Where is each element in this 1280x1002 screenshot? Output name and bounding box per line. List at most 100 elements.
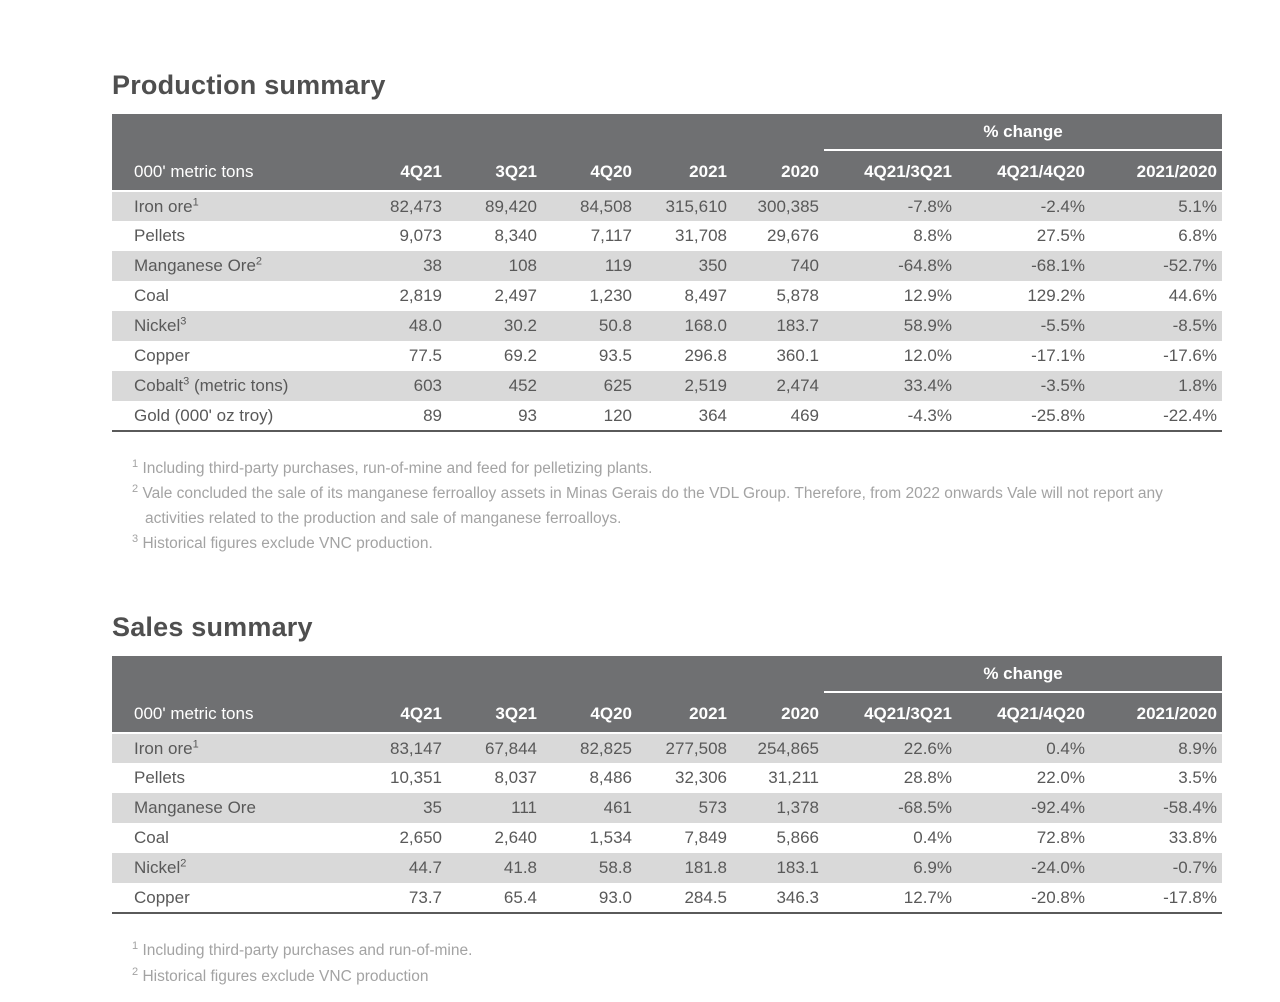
row-label-text: Manganese Ore	[134, 256, 256, 275]
cell: 83,147	[390, 738, 442, 758]
cell: 129.2%	[1027, 286, 1085, 305]
row-label: Cobalt3 (metric tons)	[112, 371, 352, 401]
column-header: 2021	[637, 150, 732, 192]
cell: -7.8%	[907, 196, 952, 216]
cell: 296.8	[684, 346, 727, 365]
footnote-text: Including third-party purchases and run-…	[142, 942, 473, 960]
cell: 82,473	[390, 196, 442, 216]
cell: 183.1	[776, 858, 819, 878]
cell: 89	[352, 401, 447, 432]
cell: 2,819	[399, 286, 442, 305]
cell: -52.7%	[1163, 256, 1217, 275]
cell: -8.5%	[1172, 316, 1217, 335]
cell: 284.5	[637, 883, 732, 915]
cell: 168.0	[684, 316, 727, 335]
cell: 84,508	[580, 196, 632, 216]
production-table: % change 000' metric tons 4Q21 3Q21 4Q20…	[112, 114, 1222, 432]
cell: -3.5%	[1040, 376, 1085, 395]
cell: 573	[698, 798, 727, 818]
cell: 41.8	[503, 858, 537, 878]
cell: 22.6%	[903, 738, 952, 758]
cell: -68.1%	[1031, 256, 1085, 275]
footnote-text: Historical figures exclude VNC productio…	[142, 535, 433, 553]
cell: 82,825	[580, 738, 632, 758]
footnote: 1 Including third-party purchases and ru…	[132, 938, 1212, 963]
cell: 360.1	[776, 346, 819, 365]
cell: -58.4%	[1163, 798, 1217, 818]
sales-title: Sales summary	[112, 612, 313, 643]
cell: 740	[790, 256, 819, 275]
cell: 254,865	[757, 738, 819, 758]
production-summary-section: Production summary % change 000' metric …	[112, 70, 1222, 556]
header-spacer	[112, 656, 824, 693]
cell: 8.8%	[913, 226, 952, 245]
footnote-marker: 1	[132, 457, 139, 470]
production-title: Production summary	[112, 70, 386, 100]
cell: 73.7	[352, 883, 447, 915]
production-footnotes: 1 Including third-party purchases, run-o…	[132, 456, 1212, 556]
cell: -92.4%	[1031, 798, 1085, 818]
row-label-text: Pellets	[134, 768, 186, 788]
footnote: 1 Including third-party purchases, run-o…	[132, 456, 1212, 481]
row-label-suffix: (metric tons)	[189, 376, 289, 395]
cell: 44.6%	[1168, 286, 1217, 305]
cell: -20.8%	[957, 883, 1090, 915]
column-header: 4Q21/3Q21	[824, 150, 957, 192]
cell: 111	[511, 798, 537, 818]
cell: 12.9%	[903, 286, 952, 305]
row-label: Nickel2	[112, 853, 352, 883]
production-table-body: Iron ore1 82,473 89,420 84,508 315,610 300,38…	[112, 191, 1222, 432]
footnote-reference: 2	[255, 255, 263, 268]
footnote-text: Historical figures exclude VNC productio…	[142, 967, 429, 985]
table-row: Copper 77.5 69.2 93.5 296.8 360.1 12.0% -17.1% -…	[112, 341, 1222, 371]
cell: 603	[413, 376, 442, 395]
cell: 1,230	[589, 286, 632, 305]
cell: 120	[542, 401, 637, 432]
row-label: Iron ore1	[112, 191, 352, 221]
row-label-text: Nickel	[134, 858, 181, 878]
cell: 452	[508, 376, 537, 395]
cell: -25.8%	[957, 401, 1090, 432]
cell: 8,497	[684, 286, 727, 305]
footnote-text: Including third-party purchases, run-of-…	[142, 460, 653, 477]
cell: 67,844	[485, 738, 537, 758]
row-label: Copper	[112, 883, 352, 915]
cell: 8,037	[494, 768, 537, 788]
cell: 8.9%	[1178, 738, 1217, 758]
cell: -17.1%	[1031, 346, 1085, 365]
cell: -17.6%	[1163, 346, 1217, 365]
cell: 72.8%	[1036, 828, 1085, 848]
row-label-text: Coal	[134, 286, 169, 305]
cell: 6.8%	[1178, 226, 1217, 245]
footnote-reference: 1	[192, 195, 199, 208]
table-row: Iron ore1 83,147 67,844 82,825 277,508 254,86…	[112, 733, 1222, 764]
column-header: 4Q20	[542, 150, 637, 192]
footnote-reference: 1	[192, 738, 199, 751]
column-header: 2020	[732, 150, 824, 192]
footnote-reference: 2	[180, 857, 187, 870]
footnote-reference: 3	[183, 375, 190, 388]
column-header: 2021/2020	[1090, 692, 1222, 735]
cell: 0.4%	[1046, 738, 1085, 758]
cell: 50.8	[598, 316, 632, 335]
row-label: Copper	[112, 341, 352, 371]
row-label: Pellets	[112, 221, 352, 251]
footnote-marker: 3	[132, 533, 139, 546]
table-row: Iron ore1 82,473 89,420 84,508 315,610 300,38…	[112, 191, 1222, 221]
cell: 461	[603, 798, 632, 818]
table-row: Coal 2,819 2,497 1,230 8,497 5,878 12.9% 129.2%…	[112, 281, 1222, 311]
column-header: 4Q21/4Q20	[957, 692, 1090, 735]
sales-summary-section: Sales summary % change 000' metric tons …	[112, 612, 1222, 988]
cell: 29,676	[767, 226, 819, 245]
cell: 58.9%	[903, 316, 952, 335]
cell: -5.5%	[1040, 316, 1085, 335]
cell: 35	[423, 798, 442, 818]
column-header: 3Q21	[447, 150, 542, 192]
row-label-text: Cobalt	[134, 376, 184, 395]
cell: 33.4%	[903, 376, 952, 395]
cell: 28.8%	[903, 768, 952, 788]
cell: 93.5	[598, 346, 632, 365]
sales-table-header: % change 000' metric tons 4Q21 3Q21 4Q20…	[112, 656, 1222, 735]
cell: 5,866	[776, 828, 819, 848]
cell: 2,474	[776, 376, 819, 395]
